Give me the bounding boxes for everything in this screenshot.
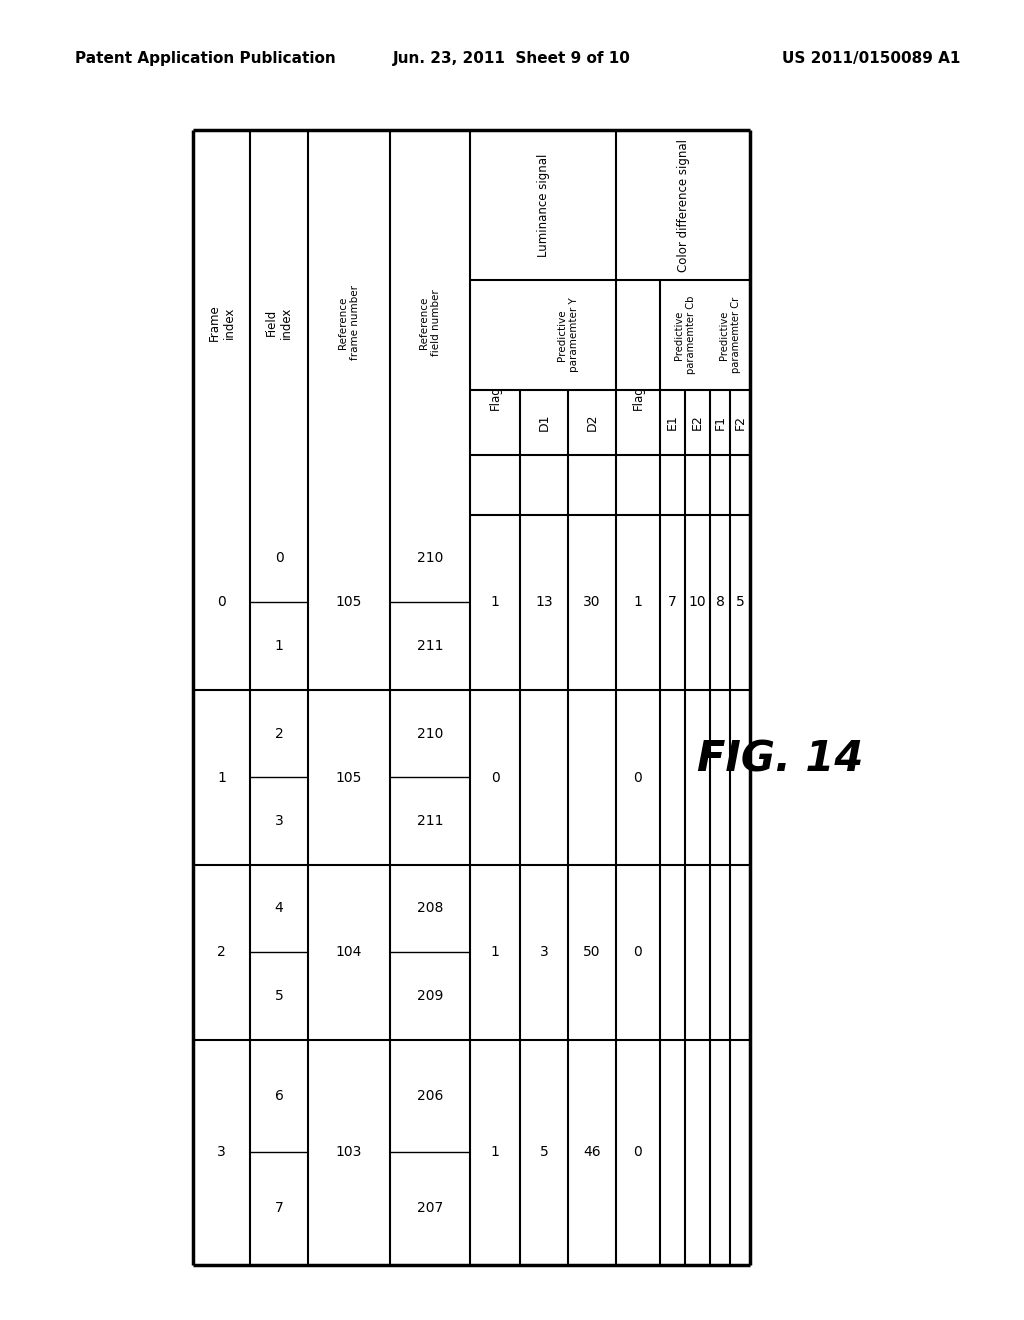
Text: 0: 0 [634,771,642,784]
Text: 209: 209 [417,989,443,1003]
Text: 5: 5 [540,1146,549,1159]
Text: 10: 10 [689,595,707,610]
Text: 211: 211 [417,814,443,828]
Text: 46: 46 [584,1146,601,1159]
Text: 1: 1 [490,1146,500,1159]
Text: 105: 105 [336,771,362,784]
Text: D2: D2 [586,413,598,432]
Text: 1: 1 [634,595,642,610]
Text: 0: 0 [490,771,500,784]
Text: 0: 0 [634,1146,642,1159]
Text: Patent Application Publication: Patent Application Publication [75,50,336,66]
Text: 4: 4 [274,902,284,916]
Text: 3: 3 [217,1146,226,1159]
Text: 50: 50 [584,945,601,960]
Text: 5: 5 [735,595,744,610]
Text: 206: 206 [417,1089,443,1104]
Text: 5: 5 [274,989,284,1003]
Text: 3: 3 [540,945,549,960]
Text: US 2011/0150089 A1: US 2011/0150089 A1 [781,50,961,66]
Text: 30: 30 [584,595,601,610]
Text: Predictive
paramemter Cr: Predictive paramemter Cr [719,297,740,374]
Text: F1: F1 [714,414,726,430]
Text: 1: 1 [217,771,226,784]
Text: Flag: Flag [488,385,502,411]
Text: 1: 1 [490,595,500,610]
Text: E2: E2 [691,414,705,430]
Text: 1: 1 [490,945,500,960]
Text: 1: 1 [274,639,284,653]
Text: E1: E1 [666,414,679,430]
Text: 210: 210 [417,552,443,565]
Text: Predictive
paramemter Cb: Predictive paramemter Cb [674,296,695,374]
Text: 7: 7 [274,1201,284,1216]
Text: 8: 8 [716,595,724,610]
Text: Frame
index: Frame index [208,304,236,341]
Text: Field
index: Field index [265,306,293,339]
Text: 0: 0 [634,945,642,960]
Text: 13: 13 [536,595,553,610]
Text: 0: 0 [274,552,284,565]
Text: Reference
frame number: Reference frame number [338,285,359,360]
Text: 2: 2 [274,726,284,741]
Text: 105: 105 [336,595,362,610]
Text: Jun. 23, 2011  Sheet 9 of 10: Jun. 23, 2011 Sheet 9 of 10 [393,50,631,66]
Text: 103: 103 [336,1146,362,1159]
Text: FIG. 14: FIG. 14 [696,739,863,781]
Text: 104: 104 [336,945,362,960]
Text: 2: 2 [217,945,226,960]
Text: 207: 207 [417,1201,443,1216]
Text: Color difference signal: Color difference signal [677,139,689,272]
Text: Predictive
paramemter Y: Predictive paramemter Y [557,297,579,372]
Text: Luminance signal: Luminance signal [537,153,550,256]
Text: 6: 6 [274,1089,284,1104]
Text: 0: 0 [217,595,226,610]
Text: 7: 7 [668,595,677,610]
Text: Flag: Flag [632,385,644,411]
Text: F2: F2 [733,414,746,430]
Text: D1: D1 [538,413,551,432]
Text: 208: 208 [417,902,443,916]
Text: Reference
field number: Reference field number [419,289,440,356]
Text: 211: 211 [417,639,443,653]
Text: 210: 210 [417,726,443,741]
Text: 3: 3 [274,814,284,828]
